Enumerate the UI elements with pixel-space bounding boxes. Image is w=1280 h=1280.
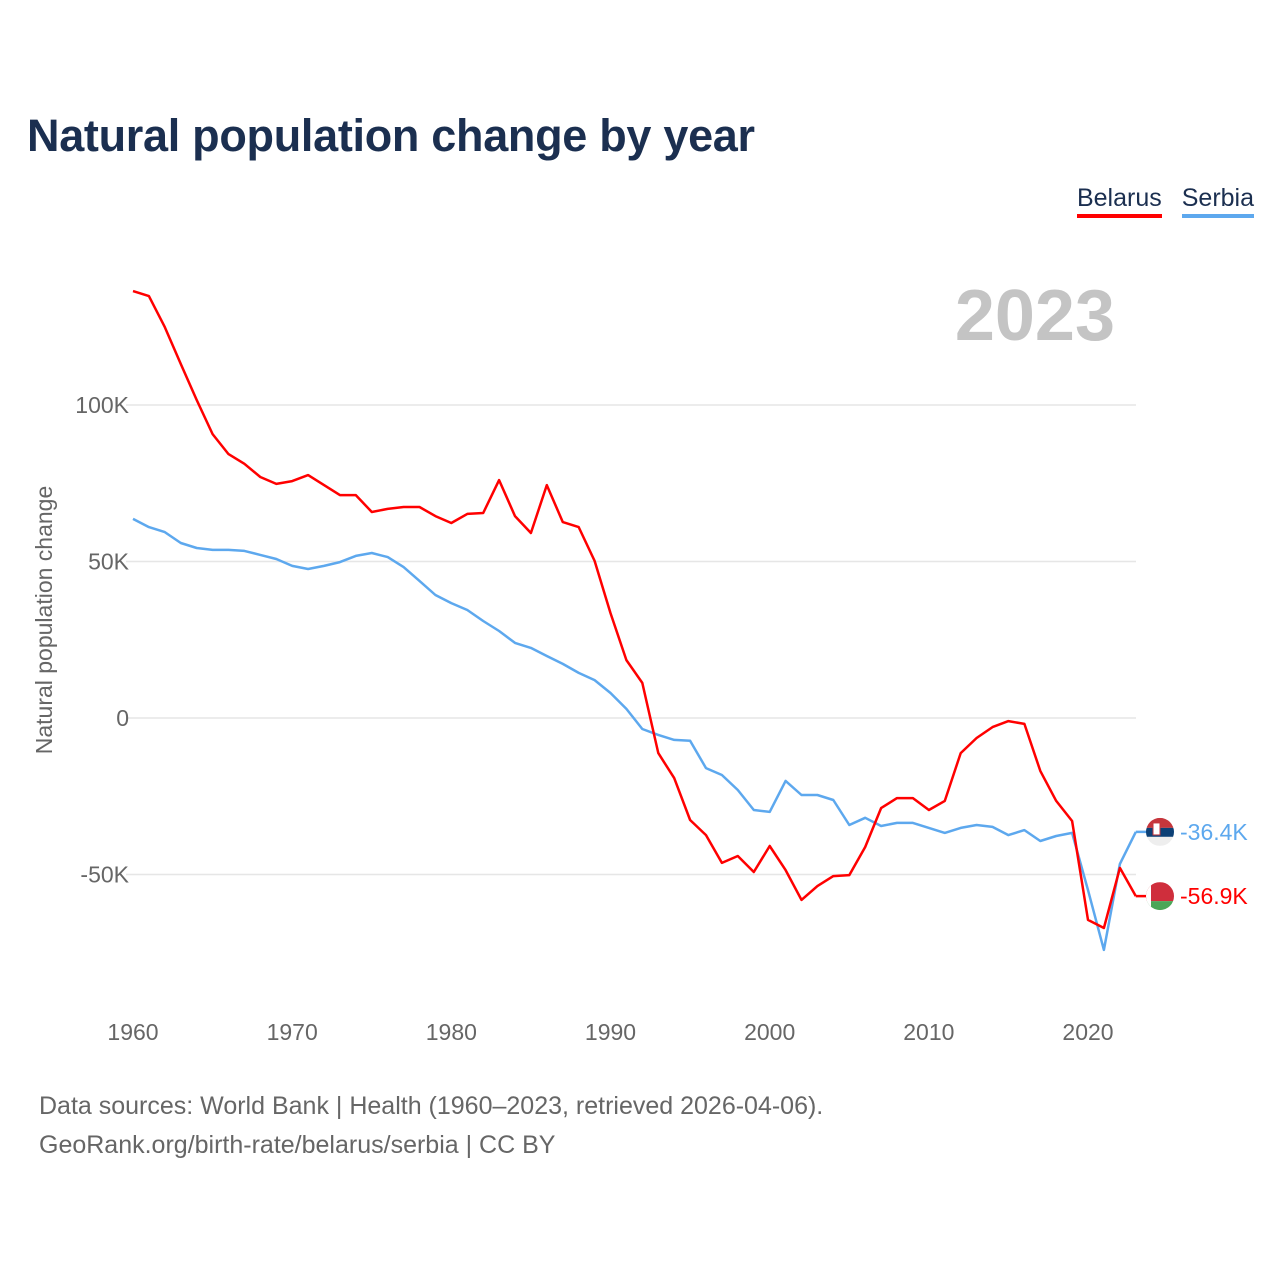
year-watermark: 2023: [955, 276, 1115, 356]
flag-stripe: [1146, 836, 1174, 846]
legend: Belarus Serbia: [1076, 184, 1254, 218]
y-tick-label: 50K: [88, 549, 130, 575]
legend-item-belarus[interactable]: Belarus: [1076, 184, 1162, 218]
end-value-label: -36.4K: [1180, 819, 1248, 845]
y-tick-label: 0: [116, 705, 129, 731]
data-source: Data sources: World Bank | Health (1960–…: [39, 1092, 824, 1120]
y-axis-label: Natural population change: [31, 486, 57, 755]
x-tick-label: 1970: [267, 1019, 318, 1045]
serbia-flag-icon: [1146, 817, 1174, 846]
footer: Data sources: World Bank | Health (1960–…: [39, 1087, 823, 1165]
x-tick-label: 2000: [744, 1019, 795, 1045]
x-tick-label: 1990: [585, 1019, 636, 1045]
attribution-link[interactable]: GeoRank.org/birth-rate/belarus/serbia | …: [39, 1131, 556, 1159]
legend-item-serbia[interactable]: Serbia: [1181, 184, 1254, 218]
y-tick-label: -50K: [80, 862, 129, 888]
flag-coat-of-arms: [1152, 822, 1161, 836]
x-tick-label: 2020: [1062, 1019, 1113, 1045]
flag-stripe: [1146, 901, 1174, 911]
x-tick-label: 1980: [426, 1019, 477, 1045]
end-value-label: -56.9K: [1180, 883, 1248, 909]
flag-stripe: [1146, 882, 1174, 902]
x-tick-label: 1960: [107, 1019, 158, 1045]
y-tick-label: 100K: [75, 392, 129, 418]
flag-ornament: [1146, 882, 1151, 911]
chart-title: Natural population change by year: [27, 110, 755, 161]
series-line-belarus: [132, 289, 1137, 930]
series-line-serbia: [132, 517, 1137, 952]
x-tick-label: 2010: [903, 1019, 954, 1045]
belarus-flag-icon: [1146, 882, 1174, 911]
